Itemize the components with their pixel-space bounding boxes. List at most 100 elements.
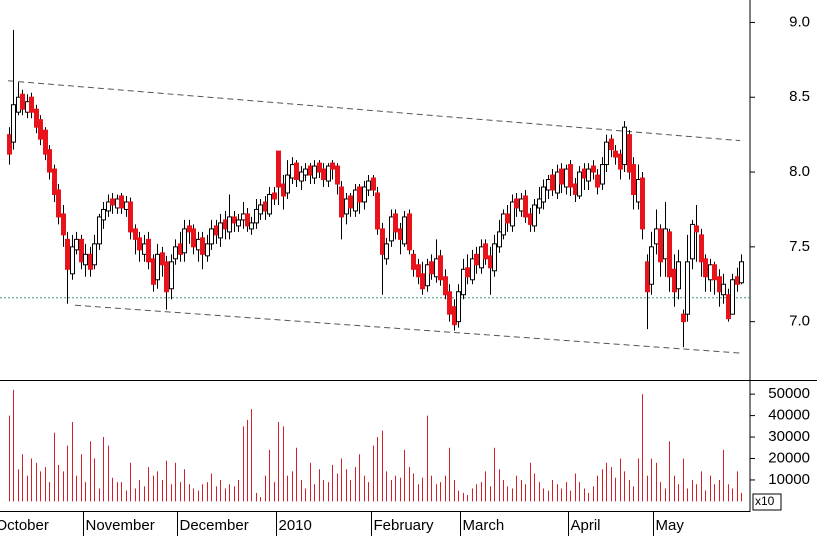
candle-body <box>7 134 12 155</box>
candle-body <box>29 96 34 113</box>
candle-body <box>209 228 214 245</box>
candle-body <box>61 213 66 236</box>
candle-body <box>70 246 75 275</box>
y-tick-label: 10000 <box>768 471 810 488</box>
candle-body <box>631 164 636 195</box>
trendline <box>8 80 741 142</box>
candle-body <box>276 150 281 188</box>
candle-body <box>600 164 605 185</box>
candle-body <box>196 238 201 251</box>
candle-body <box>690 223 695 260</box>
candle-body <box>389 216 394 242</box>
candle-body <box>178 243 183 255</box>
candle-body <box>609 138 614 151</box>
candle-body <box>595 174 600 188</box>
candle-body <box>321 168 326 181</box>
candle-body <box>604 141 609 166</box>
candle-body <box>38 119 43 140</box>
candle-body <box>586 168 591 182</box>
candle-body <box>739 261 744 284</box>
candle-body <box>708 264 713 281</box>
candle-body <box>79 238 84 263</box>
candle-body <box>501 213 506 236</box>
candle-body <box>110 198 115 206</box>
candle-body <box>730 279 735 315</box>
candle-body <box>735 276 740 285</box>
candle-body <box>47 149 52 173</box>
candle-body <box>582 168 587 179</box>
unit-box <box>752 493 782 511</box>
candle-body <box>146 238 151 263</box>
candle-body <box>263 201 268 212</box>
y-tick-label: 30000 <box>768 428 810 445</box>
candle-body <box>299 171 304 182</box>
candle-body <box>326 165 331 182</box>
candle-body <box>249 222 254 230</box>
candle-body <box>133 228 138 240</box>
candle-body <box>142 243 147 255</box>
candle-body <box>384 243 389 260</box>
candle-body <box>200 237 205 255</box>
candle-body <box>119 195 124 209</box>
candle-body <box>74 238 79 251</box>
candle-body <box>65 238 70 270</box>
candle-body <box>591 165 596 173</box>
x-tick-label: November <box>86 517 155 534</box>
candle-body <box>241 213 246 221</box>
candle-body <box>541 186 546 203</box>
candle-body <box>721 283 726 296</box>
candle-body <box>532 204 537 227</box>
candle-body <box>573 183 578 195</box>
candle-body <box>663 228 668 260</box>
candle-body <box>115 198 120 209</box>
candle-body <box>681 313 686 323</box>
candle-body <box>236 219 241 227</box>
candle-body <box>479 246 484 269</box>
candle-body <box>672 268 677 293</box>
y-tick-label: 8.5 <box>789 88 810 105</box>
candle-body <box>497 231 502 248</box>
candle-body <box>348 195 353 209</box>
candle-body <box>375 192 380 230</box>
x-tick-label: December <box>180 517 249 534</box>
candle-body <box>434 258 439 278</box>
candle-body <box>137 237 142 251</box>
candle-body <box>43 129 48 155</box>
candle-body <box>11 104 16 143</box>
candle-body <box>416 264 421 278</box>
candle-body <box>465 267 470 278</box>
candle-body <box>613 150 618 158</box>
candle-body <box>205 243 210 257</box>
candle-body <box>654 228 659 245</box>
candle-body <box>523 195 528 218</box>
candle-body <box>685 261 690 315</box>
x-tick-label: May <box>656 517 685 534</box>
trendline <box>74 304 741 354</box>
candle-body <box>519 198 524 212</box>
candle-body <box>182 228 187 254</box>
x-tick-label: March <box>463 517 505 534</box>
candle-body <box>97 216 102 245</box>
candle-body <box>537 198 542 209</box>
candle-body <box>34 108 39 128</box>
candle-body <box>443 276 448 296</box>
y-tick-label: 50000 <box>768 385 810 402</box>
candle-body <box>330 162 335 170</box>
candle-body <box>622 126 627 166</box>
candle-body <box>101 208 106 221</box>
candle-body <box>52 168 57 195</box>
candle-body <box>402 216 407 245</box>
candle-body <box>717 276 722 293</box>
candle-body <box>393 213 398 233</box>
candle-body <box>380 228 385 255</box>
candle-body <box>618 153 623 170</box>
candle-body <box>505 213 510 224</box>
candle-body <box>559 168 564 185</box>
candle-body <box>353 189 358 212</box>
candle-body <box>694 225 699 233</box>
candle-body <box>528 213 533 225</box>
candle-body <box>254 208 259 224</box>
x-tick-label: 2010 <box>279 517 312 534</box>
candle-body <box>218 222 223 239</box>
candle-body <box>438 255 443 281</box>
